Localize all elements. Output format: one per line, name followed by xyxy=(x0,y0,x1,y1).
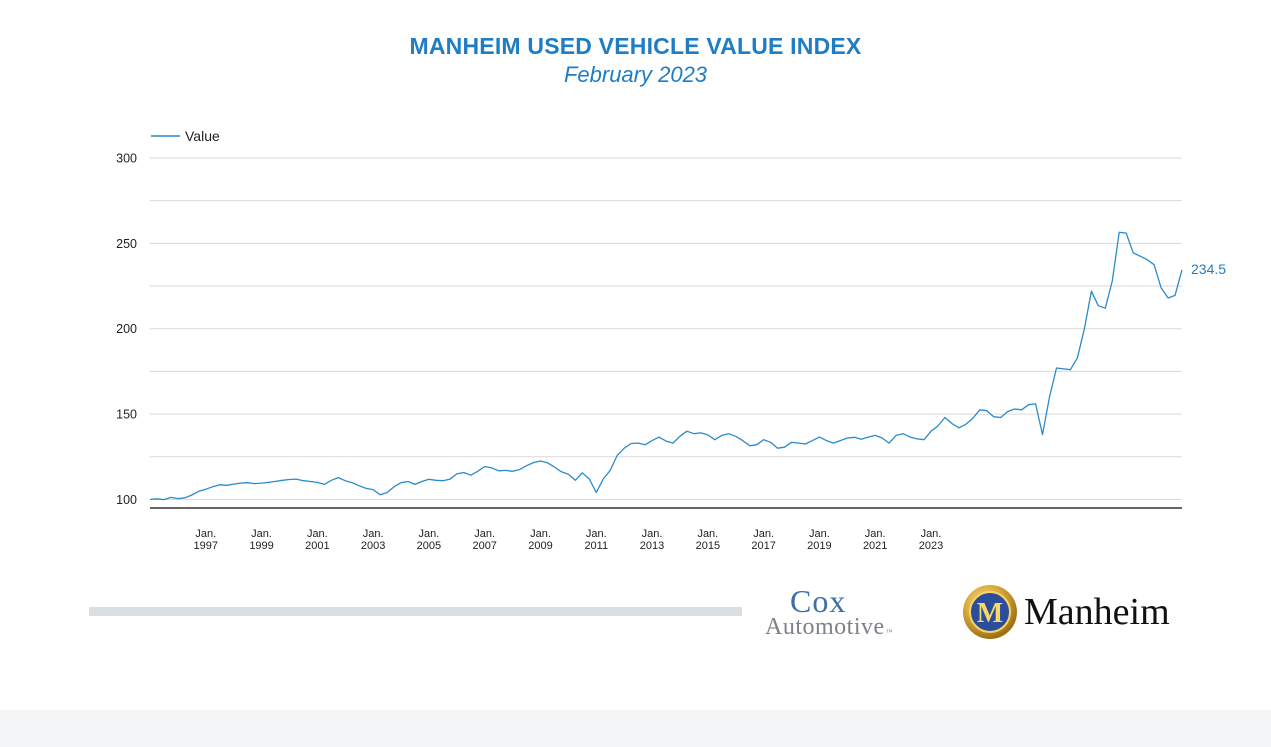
x-tick-month: Jan. xyxy=(530,528,551,540)
grid-lines xyxy=(150,157,1182,509)
x-tick-month: Jan. xyxy=(809,528,830,540)
x-tick-label: Jan. 2017 xyxy=(751,528,775,552)
x-tick-month: Jan. xyxy=(865,528,886,540)
x-tick-label: Jan. 2019 xyxy=(807,528,831,552)
manheim-emblem-letter: M xyxy=(977,598,1003,629)
x-tick-month: Jan. xyxy=(586,528,607,540)
end-value-label: 234.5 xyxy=(1191,261,1226,277)
x-tick-month: Jan. xyxy=(697,528,718,540)
y-tick-label: 200 xyxy=(116,322,137,336)
x-tick-label: Jan. 2003 xyxy=(361,528,385,552)
x-tick-month: Jan. xyxy=(307,528,328,540)
x-tick-month: Jan. xyxy=(195,528,216,540)
y-tick-label: 250 xyxy=(116,237,137,251)
legend: Value xyxy=(151,128,220,144)
x-tick-year: 2013 xyxy=(640,540,664,552)
decorative-bar xyxy=(89,607,742,616)
x-tick-label: Jan. 2013 xyxy=(640,528,664,552)
x-tick-year: 2009 xyxy=(528,540,552,552)
end-value-label-group: 234.5 xyxy=(1191,261,1226,277)
y-tick-label: 150 xyxy=(116,408,137,422)
y-tick-label: 300 xyxy=(116,152,137,166)
y-axis: 100 150 200 250 300 xyxy=(116,152,137,507)
x-tick-label: Jan. 2021 xyxy=(863,528,887,552)
x-tick-year: 1997 xyxy=(194,540,218,552)
series-line-value xyxy=(149,231,1183,501)
x-tick-month: Jan. xyxy=(363,528,384,540)
x-tick-label: Jan. 2015 xyxy=(696,528,720,552)
x-tick-year: 2017 xyxy=(751,540,775,552)
x-tick-label: Jan. 2023 xyxy=(919,528,943,552)
series-lines xyxy=(149,231,1183,501)
cox-logo-line2-text: Automotive xyxy=(765,614,885,640)
x-tick-month: Jan. xyxy=(642,528,663,540)
x-tick-year: 2015 xyxy=(696,540,720,552)
x-tick-label: Jan. 2007 xyxy=(472,528,496,552)
x-tick-month: Jan. xyxy=(753,528,774,540)
cox-logo-line1: Cox xyxy=(790,583,847,619)
x-tick-label: Jan. 2005 xyxy=(417,528,441,552)
x-tick-month: Jan. xyxy=(251,528,272,540)
x-tick-year: 1999 xyxy=(249,540,273,552)
x-tick-label: Jan. 2011 xyxy=(584,528,608,552)
x-tick-year: 2011 xyxy=(584,540,608,552)
manheim-wordmark: Manheim xyxy=(1024,591,1170,633)
x-tick-year: 2003 xyxy=(361,540,385,552)
manheim-emblem-icon: M xyxy=(963,585,1017,639)
x-tick-year: 2005 xyxy=(417,540,441,552)
x-tick-label: Jan. 1999 xyxy=(249,528,273,552)
x-tick-month: Jan. xyxy=(419,528,440,540)
legend-label: Value xyxy=(185,128,220,144)
chart-subtitle: February 2023 xyxy=(563,62,708,87)
x-tick-label: Jan. 1997 xyxy=(194,528,218,552)
x-tick-month: Jan. xyxy=(474,528,495,540)
x-tick-label: Jan. 2009 xyxy=(528,528,552,552)
x-tick-year: 2019 xyxy=(807,540,831,552)
y-tick-label: 100 xyxy=(116,493,137,507)
footer-band xyxy=(0,710,1271,747)
manheim-logo: M Manheim xyxy=(962,584,1192,644)
x-tick-month: Jan. xyxy=(921,528,942,540)
x-tick-year: 2007 xyxy=(472,540,496,552)
x-tick-label: Jan. 2001 xyxy=(305,528,329,552)
trademark-symbol: ™ xyxy=(885,628,894,636)
cox-logo-line2: Automotive™ xyxy=(765,614,893,641)
x-tick-year: 2001 xyxy=(305,540,329,552)
chart-title: MANHEIM USED VEHICLE VALUE INDEX xyxy=(409,33,862,59)
cox-automotive-logo: Cox Automotive™ xyxy=(762,583,942,643)
x-tick-year: 2023 xyxy=(919,540,943,552)
x-tick-year: 2021 xyxy=(863,540,887,552)
